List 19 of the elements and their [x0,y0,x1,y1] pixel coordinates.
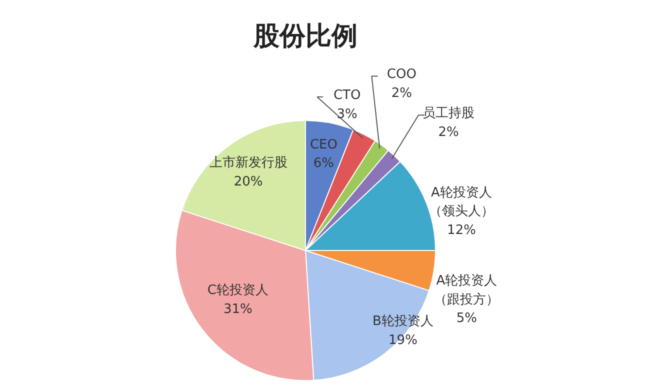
data-label: 12% [447,222,476,238]
data-label: 2% [391,86,412,101]
slice-label: COO [386,67,416,82]
data-label: 6% [313,156,334,172]
slice-label: C轮投资人 [207,283,268,298]
slice-label: CTO [333,88,361,104]
slice-label: A轮投资人（跟投方） [434,274,500,308]
slice-label: 员工持股 [422,106,474,122]
data-label: 20% [234,174,263,190]
slice-label: CEO [310,137,338,152]
chart-title: 股份比例 [252,22,358,52]
slice-label: 上市新发行股 [209,156,288,171]
data-label: 2% [438,124,459,140]
slice-label: B轮投资人 [372,314,434,330]
data-label: 31% [223,302,252,317]
data-label: 19% [388,332,418,348]
data-label: 3% [336,106,358,122]
data-label: 5% [456,311,478,326]
slice-label: A轮投资人（领头人） [429,185,494,219]
